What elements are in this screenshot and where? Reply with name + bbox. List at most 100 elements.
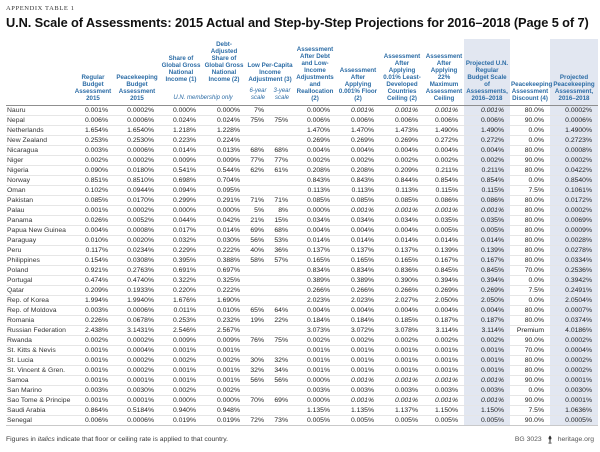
cell-after-22-ceiling: 0.187% [424,315,465,326]
cell-regular-budget-2015: 0.002% [72,335,114,346]
cell-after-22-ceiling: 0.001% [424,345,465,356]
cell-after-debt-low-income: 0.208% [294,165,337,176]
footnote: Figures in italics indicate that floor o… [6,436,229,443]
cell-after-floor: 0.834% [336,265,381,276]
cell-peacekeeping-budget-2015: 0.0008% [114,225,160,236]
cell-debt-adjusted-share-gni: 0.001% [202,375,246,386]
cell-after-floor: 0.002% [336,335,381,346]
cell-low-income-adj-3yr [270,405,295,416]
cell-low-income-adj-3yr [270,285,295,296]
cell-after-debt-low-income: 1.470% [294,125,337,136]
table-row: St. Lucia 0.001% 0.0002% 0.002% 0.002% 30% 32%… [6,355,599,366]
table-row: Rep. of Moldova 0.003% 0.0006% 0.011% 0.010%… [6,305,599,316]
cell-low-income-adj-6yr [246,125,270,136]
cell-after-floor: 0.004% [336,145,381,156]
cell-after-ldc-ceiling: 0.006% [380,115,425,126]
cell-projected-peacekeeping-2016-2018: 0.0002% [550,105,599,116]
cell-debt-adjusted-share-gni: 0.000% [202,395,246,406]
cell-low-income-adj-6yr [246,405,270,416]
cell-share-gni: 0.395% [160,255,202,266]
cell-peacekeeping-budget-2015: 0.0030% [114,385,160,396]
cell-debt-adjusted-share-gni: 2.567% [202,325,246,336]
table-row: Papua New Guinea 0.004% 0.0008% 0.017% 0.014… [6,225,599,236]
cell-regular-budget-2015: 0.090% [72,165,114,176]
cell-after-floor: 0.266% [336,285,381,296]
cell-peacekeeping-budget-2015: 0.0002% [114,155,160,166]
cell-projected-regular-2016-2018: 0.211% [464,165,511,176]
cell-after-debt-low-income: 0.266% [294,285,337,296]
table-row: Rep. of Korea 1.994% 1.9940% 1.676% 1.690% 2.… [6,295,599,306]
cell-low-income-adj-6yr [246,135,270,146]
cell-regular-budget-2015: 0.085% [72,195,114,206]
cell-low-income-adj-6yr: 56% [246,235,270,246]
cell-projected-peacekeeping-2016-2018: 0.0028% [550,235,599,246]
cell-share-gni: 0.691% [160,265,202,276]
cell-peacekeeping-budget-2015: 0.4740% [114,275,160,286]
country-name: St. Kitts & Nevis [6,345,72,356]
cell-after-debt-low-income: 0.001% [294,355,337,366]
cell-debt-adjusted-share-gni: 0.010% [202,305,246,316]
cell-share-gni: 0.019% [160,415,202,426]
table-row: Pakistan 0.085% 0.0170% 0.299% 0.291% 71% 71% 0… [6,195,599,206]
cell-low-income-adj-3yr [270,135,295,146]
cell-peacekeeping-budget-2015: 0.0006% [114,305,160,316]
cell-low-income-adj-6yr [246,265,270,276]
cell-peacekeeping-budget-2015: 0.1933% [114,285,160,296]
country-name: Qatar [6,285,72,296]
cell-after-debt-low-income: 0.389% [294,275,337,286]
cell-peacekeeping-discount: 80.0% [510,225,551,236]
cell-low-income-adj-6yr [246,275,270,286]
subheader-un-membership-only: U.N. membership only [160,86,246,106]
cell-low-income-adj-3yr: 61% [270,165,295,176]
country-name: Portugal [6,275,72,286]
cell-regular-budget-2015: 0.001% [72,375,114,386]
country-name: Rep. of Moldova [6,305,72,316]
cell-after-22-ceiling: 2.050% [424,295,465,306]
cell-low-income-adj-6yr: 21% [246,215,270,226]
cell-projected-peacekeeping-2016-2018: 0.0001% [550,375,599,386]
cell-projected-regular-2016-2018: 1.150% [464,405,511,416]
cell-projected-peacekeeping-2016-2018: 4.0186% [550,325,599,336]
cell-after-debt-low-income: 1.135% [294,405,337,416]
cell-low-income-adj-6yr [246,345,270,356]
cell-after-floor: 0.004% [336,225,381,236]
site-link[interactable]: heritage.org [557,436,594,443]
cell-share-gni: 0.940% [160,405,202,416]
cell-low-income-adj-6yr: 56% [246,375,270,386]
cell-after-ldc-ceiling: 0.266% [380,285,425,296]
cell-after-22-ceiling: 0.006% [424,115,465,126]
cell-regular-budget-2015: 0.010% [72,235,114,246]
cell-debt-adjusted-share-gni: 0.291% [202,195,246,206]
cell-regular-budget-2015: 0.003% [72,305,114,316]
cell-projected-regular-2016-2018: 3.114% [464,325,511,336]
cell-projected-peacekeeping-2016-2018: 1.0636% [550,405,599,416]
cell-regular-budget-2015: 0.001% [72,105,114,116]
cell-projected-regular-2016-2018: 0.139% [464,245,511,256]
country-name: Rwanda [6,335,72,346]
table-row: Netherlands 1.654% 1.6540% 1.218% 1.228% 1.47… [6,125,599,136]
cell-low-income-adj-6yr: 76% [246,335,270,346]
cell-low-income-adj-3yr: 71% [270,195,295,206]
country-name: Senegal [6,415,72,426]
cell-after-22-ceiling: 0.845% [424,265,465,276]
cell-share-gni: 0.017% [160,225,202,236]
cell-share-gni: 0.220% [160,285,202,296]
cell-peacekeeping-discount: 80.0% [510,245,551,256]
col-regular-budget-2015: Regular Budget Assess­ment 2015 [72,39,114,106]
cell-after-floor: 0.085% [336,195,381,206]
cell-peacekeeping-budget-2015: 0.0170% [114,195,160,206]
cell-share-gni: 0.044% [160,215,202,226]
cell-low-income-adj-3yr: 32% [270,355,295,366]
country-name: Samoa [6,375,72,386]
cell-share-gni: 0.014% [160,145,202,156]
cell-after-22-ceiling: 0.115% [424,185,465,196]
table-body: Nauru 0.001% 0.0002% 0.000% 0.000% 7% 0.000% 0.… [6,105,599,426]
cell-after-22-ceiling: 0.272% [424,135,465,146]
cell-regular-budget-2015: 0.253% [72,135,114,146]
cell-projected-regular-2016-2018: 0.004% [464,145,511,156]
table-row: Rwanda 0.002% 0.0002% 0.009% 0.009% 76% 75% 0.0… [6,335,599,346]
cell-after-floor: 0.208% [336,165,381,176]
cell-share-gni: 0.001% [160,365,202,376]
cell-regular-budget-2015: 0.851% [72,175,114,186]
cell-low-income-adj-3yr: 75% [270,335,295,346]
